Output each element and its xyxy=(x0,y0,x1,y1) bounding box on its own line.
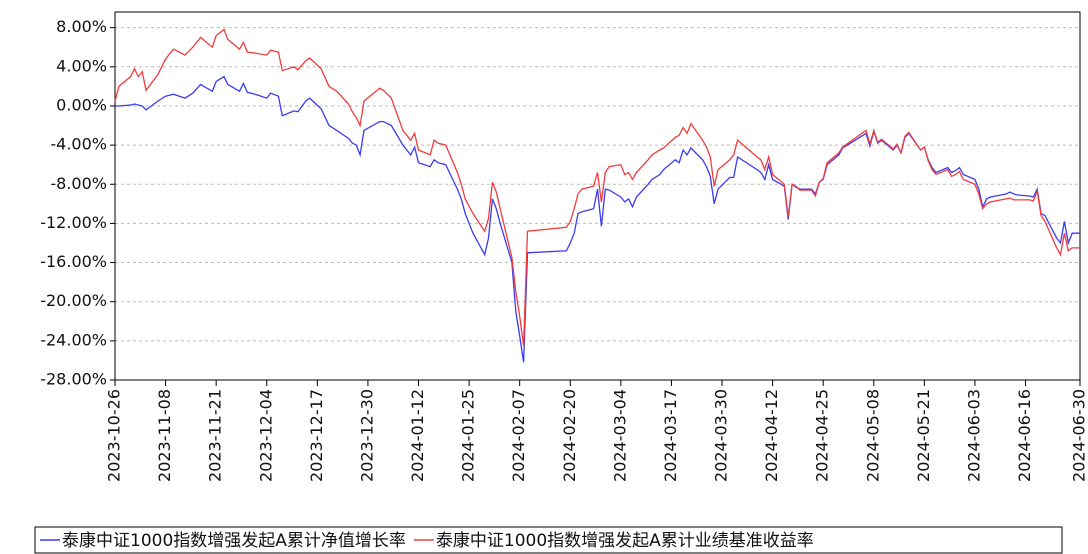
legend-box xyxy=(34,526,1063,554)
plot-frame xyxy=(114,11,1081,381)
x-tick-label: 2023-11-08 xyxy=(155,389,174,482)
x-tick-label: 2024-03-04 xyxy=(610,389,629,482)
x-tick-label: 2024-01-12 xyxy=(408,389,427,482)
x-tick-label: 2023-10-26 xyxy=(105,389,124,482)
legend-label: 泰康中证1000指数增强发起A累计业绩基准收益率 xyxy=(436,531,814,551)
y-tick-label: 4.00% xyxy=(56,56,107,75)
x-tick-label: 2024-02-20 xyxy=(560,389,579,482)
y-tick-label: -4.00% xyxy=(50,135,107,154)
x-tick-label: 2024-02-07 xyxy=(509,389,528,482)
y-tick-label: -20.00% xyxy=(40,291,107,310)
x-tick-label: 2024-03-17 xyxy=(661,389,680,482)
x-tick-label: 2024-04-25 xyxy=(813,389,832,482)
x-tick-label: 2024-05-21 xyxy=(914,389,933,482)
series-line xyxy=(115,75,1080,363)
x-tick-label: 2023-12-17 xyxy=(307,389,326,482)
series-line xyxy=(114,28,1080,346)
x-tick-label: 2024-04-12 xyxy=(762,389,781,482)
x-tick-label: 2024-05-08 xyxy=(863,389,882,482)
x-tick-label: 2024-01-25 xyxy=(459,389,478,482)
x-tick-label: 2023-11-21 xyxy=(206,389,225,482)
y-tick-label: -16.00% xyxy=(40,252,107,271)
y-tick-label: 8.00% xyxy=(56,17,107,36)
x-tick-label: 2023-12-04 xyxy=(256,389,275,482)
x-tick-label: 2023-12-30 xyxy=(357,389,376,482)
y-tick-label: -12.00% xyxy=(40,213,107,232)
x-tick-label: 2024-03-30 xyxy=(712,389,731,482)
x-tick-label: 2024-06-03 xyxy=(964,389,983,482)
x-tick-label: 2024-06-30 xyxy=(1070,389,1088,482)
legend-label: 泰康中证1000指数增强发起A累计净值增长率 xyxy=(62,531,406,551)
y-tick-label: 0.00% xyxy=(56,95,107,114)
y-tick-label: -8.00% xyxy=(50,174,107,193)
x-tick-label: 2024-06-16 xyxy=(1015,389,1034,482)
y-tick-label: -28.00% xyxy=(40,370,107,389)
y-tick-label: -24.00% xyxy=(40,330,107,349)
